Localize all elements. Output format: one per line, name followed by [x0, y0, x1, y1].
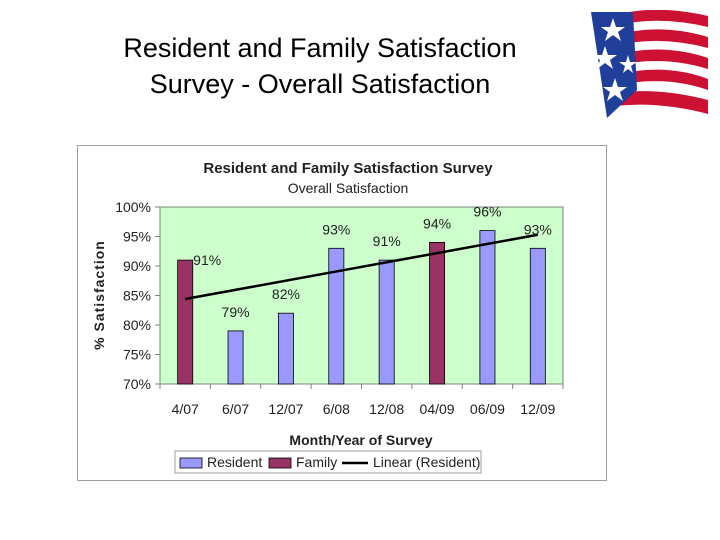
legend-swatch-resident	[179, 457, 203, 469]
bar-value-label: 91%	[193, 252, 221, 268]
trendline-resident	[184, 233, 539, 301]
flag-stars	[593, 18, 637, 101]
legend-label-resident: Resident	[207, 454, 262, 470]
x-axis-label: Month/Year of Survey	[289, 432, 432, 448]
bar-resident	[227, 330, 244, 385]
chart-subtitle: Overall Satisfaction	[288, 180, 409, 196]
bar-value-label: 94%	[423, 215, 451, 231]
slide-title-line-2: Survey - Overall Satisfaction	[149, 69, 491, 99]
chart-frame: Resident and Family Satisfaction Survey …	[77, 145, 607, 481]
plot-area	[159, 206, 564, 385]
x-tick-label: 06/09	[470, 401, 505, 417]
y-tick-label: 100%	[115, 199, 151, 215]
slide-title-line-1: Resident and Family Satisfaction	[123, 33, 517, 63]
bar-value-label: 96%	[473, 204, 501, 220]
legend-label-family: Family	[296, 454, 337, 470]
legend: Resident Family Linear (Resident)	[174, 450, 482, 474]
bar-value-label: 79%	[222, 304, 250, 320]
satisfaction-chart: Resident and Family Satisfaction Survey …	[91, 160, 564, 474]
y-tick-label: 70%	[123, 376, 151, 392]
bar-resident	[277, 312, 294, 385]
x-tick-label: 04/09	[420, 401, 455, 417]
x-tick-label: 4/07	[172, 401, 199, 417]
chart-title: Resident and Family Satisfaction Survey	[203, 160, 493, 177]
x-tick-label: 6/07	[222, 401, 249, 417]
y-tick-label: 90%	[123, 258, 151, 274]
x-tick-label: 12/09	[520, 401, 555, 417]
legend-box	[174, 450, 482, 474]
bar-family	[177, 259, 194, 385]
bar-value-label: 91%	[373, 233, 401, 249]
bar-value-label: 93%	[524, 221, 552, 237]
bar-family	[429, 242, 446, 385]
flag-canton	[591, 12, 637, 118]
bar-resident	[328, 247, 345, 385]
bar-value-label: 82%	[272, 286, 300, 302]
legend-label-trendline: Linear (Resident)	[373, 454, 480, 470]
x-tick-label: 6/08	[323, 401, 350, 417]
y-tick-label: 85%	[123, 288, 151, 304]
us-flag-stars-stripes-icon	[591, 10, 708, 118]
y-axis-label: % Satisfaction	[91, 240, 107, 350]
bar-resident	[378, 259, 395, 385]
y-tick-label: 95%	[123, 229, 151, 245]
bar-value-label: 93%	[322, 221, 350, 237]
legend-swatch-family	[268, 457, 292, 469]
y-tick-label: 80%	[123, 317, 151, 333]
flag-stripes	[607, 10, 708, 114]
slide-title: Resident and Family Satisfaction Survey …	[40, 30, 600, 102]
x-tick-label: 12/08	[369, 401, 404, 417]
bar-resident	[479, 230, 496, 385]
bar-resident	[529, 247, 546, 385]
x-tick-label: 12/07	[268, 401, 303, 417]
y-tick-label: 75%	[123, 347, 151, 363]
